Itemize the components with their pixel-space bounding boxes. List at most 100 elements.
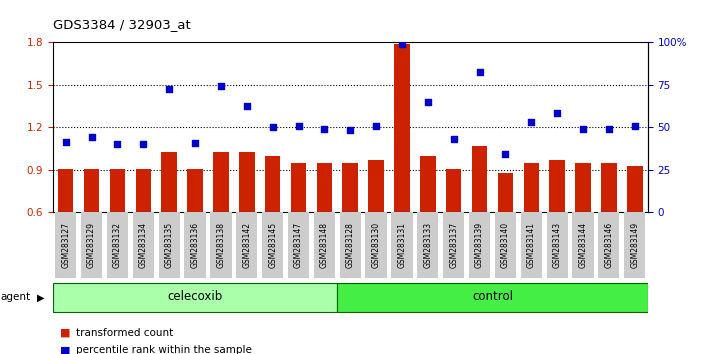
Bar xyxy=(417,212,439,278)
Bar xyxy=(314,212,335,278)
Text: ■: ■ xyxy=(60,328,70,338)
Point xyxy=(370,123,382,129)
Bar xyxy=(339,212,361,278)
Bar xyxy=(495,212,516,278)
Text: GSM283145: GSM283145 xyxy=(268,222,277,268)
Bar xyxy=(337,283,648,312)
Text: GSM283146: GSM283146 xyxy=(604,222,613,268)
Bar xyxy=(107,212,128,278)
Bar xyxy=(158,212,180,278)
Point xyxy=(422,99,434,105)
Bar xyxy=(161,152,177,212)
Text: GSM283138: GSM283138 xyxy=(216,222,225,268)
Point xyxy=(319,126,330,132)
Text: percentile rank within the sample: percentile rank within the sample xyxy=(76,346,252,354)
Text: GSM283137: GSM283137 xyxy=(449,222,458,268)
Bar xyxy=(601,163,617,212)
Text: GSM283141: GSM283141 xyxy=(527,222,536,268)
Point xyxy=(60,139,71,144)
Point xyxy=(138,142,149,147)
Point xyxy=(500,152,511,157)
Point xyxy=(551,110,562,116)
Bar xyxy=(469,212,490,278)
Point xyxy=(293,123,304,129)
Bar xyxy=(84,169,99,212)
Text: GDS3384 / 32903_at: GDS3384 / 32903_at xyxy=(53,18,191,31)
Text: control: control xyxy=(472,290,513,303)
Text: GSM283132: GSM283132 xyxy=(113,222,122,268)
Text: GSM283133: GSM283133 xyxy=(423,222,432,268)
Bar xyxy=(521,212,542,278)
Text: GSM283140: GSM283140 xyxy=(501,222,510,268)
Point xyxy=(163,86,175,92)
Text: agent: agent xyxy=(0,292,30,302)
Text: GSM283147: GSM283147 xyxy=(294,222,303,268)
Bar xyxy=(391,212,413,278)
Bar xyxy=(213,152,229,212)
Point xyxy=(112,142,123,147)
Point xyxy=(474,69,485,75)
Text: GSM283129: GSM283129 xyxy=(87,222,96,268)
Text: GSM283136: GSM283136 xyxy=(191,222,199,268)
Bar xyxy=(572,212,593,278)
Bar xyxy=(55,212,76,278)
Point xyxy=(526,119,537,125)
Bar xyxy=(546,212,567,278)
Point xyxy=(396,41,408,47)
Bar xyxy=(627,166,643,212)
Text: celecoxib: celecoxib xyxy=(168,290,222,303)
Bar xyxy=(420,156,436,212)
Bar xyxy=(110,169,125,212)
Bar xyxy=(187,169,203,212)
Bar xyxy=(58,169,73,212)
Text: GSM283144: GSM283144 xyxy=(579,222,588,268)
Bar xyxy=(342,163,358,212)
Bar xyxy=(236,212,258,278)
Bar xyxy=(136,169,151,212)
Bar xyxy=(472,146,487,212)
Point xyxy=(215,84,227,89)
Point xyxy=(629,123,641,129)
Point xyxy=(577,126,589,132)
Text: GSM283139: GSM283139 xyxy=(475,222,484,268)
Bar xyxy=(598,212,620,278)
Point xyxy=(345,127,356,133)
Bar xyxy=(549,160,565,212)
Bar xyxy=(239,152,255,212)
Bar xyxy=(365,212,386,278)
Bar xyxy=(262,212,283,278)
Text: GSM283131: GSM283131 xyxy=(398,222,406,268)
Text: transformed count: transformed count xyxy=(76,328,173,338)
Bar xyxy=(288,212,309,278)
Text: GSM283127: GSM283127 xyxy=(61,222,70,268)
Bar xyxy=(446,169,461,212)
Point xyxy=(241,103,253,109)
Text: GSM283149: GSM283149 xyxy=(630,222,639,268)
Point xyxy=(267,125,278,130)
Text: GSM283148: GSM283148 xyxy=(320,222,329,268)
Bar xyxy=(317,163,332,212)
Point xyxy=(448,136,459,142)
Bar xyxy=(53,283,337,312)
Text: GSM283135: GSM283135 xyxy=(165,222,174,268)
Text: GSM283130: GSM283130 xyxy=(372,222,381,268)
Bar xyxy=(524,163,539,212)
Bar xyxy=(575,163,591,212)
Bar xyxy=(210,212,232,278)
Text: GSM283143: GSM283143 xyxy=(553,222,562,268)
Text: ▶: ▶ xyxy=(37,292,44,302)
Bar xyxy=(443,212,465,278)
Point xyxy=(603,126,615,132)
Bar xyxy=(133,212,154,278)
Bar xyxy=(368,160,384,212)
Bar xyxy=(498,173,513,212)
Bar xyxy=(291,163,306,212)
Point xyxy=(86,135,97,140)
Bar xyxy=(184,212,206,278)
Point xyxy=(189,140,201,146)
Text: GSM283128: GSM283128 xyxy=(346,222,355,268)
Bar xyxy=(81,212,102,278)
Text: ■: ■ xyxy=(60,346,70,354)
Text: GSM283142: GSM283142 xyxy=(242,222,251,268)
Bar xyxy=(394,44,410,212)
